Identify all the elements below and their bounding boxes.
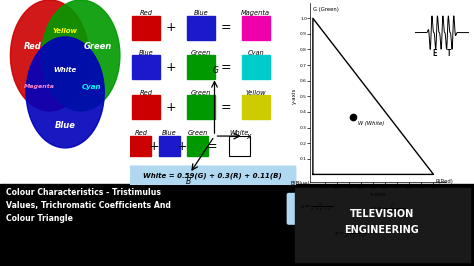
Text: E  T: E T (433, 49, 451, 58)
FancyBboxPatch shape (321, 219, 381, 251)
FancyBboxPatch shape (359, 193, 419, 225)
Bar (187, 56, 215, 80)
Circle shape (26, 37, 104, 148)
Text: $z=\frac{z^{\prime}}{x^{\prime}+y^{\prime}+z^{\prime}}$: $z=\frac{z^{\prime}}{x^{\prime}+y^{\prim… (335, 229, 367, 242)
Bar (242, 56, 270, 80)
Text: White = 0.59(G) + 0.3(R) + 0.11(B): White = 0.59(G) + 0.3(R) + 0.11(B) (143, 172, 282, 179)
Text: +: + (166, 21, 177, 34)
Text: +: + (166, 61, 177, 74)
FancyBboxPatch shape (128, 165, 296, 186)
Bar (132, 16, 161, 40)
Text: $y=\frac{y^{\prime}}{x^{\prime}+y^{\prime}+z^{\prime}}$: $y=\frac{y^{\prime}}{x^{\prime}+y^{\prim… (372, 202, 405, 216)
X-axis label: x-axis: x-axis (370, 192, 386, 197)
Bar (229, 136, 250, 156)
Bar (187, 95, 215, 119)
Text: x-axis: x-axis (371, 184, 388, 189)
Text: =: = (221, 21, 231, 34)
Text: Red: Red (134, 130, 147, 136)
Text: +: + (166, 101, 177, 114)
Text: Red: Red (140, 90, 153, 96)
Text: TELEVISION
ENGINEERING: TELEVISION ENGINEERING (345, 209, 419, 235)
Bar (0, 184, 474, 266)
Text: Blue: Blue (162, 130, 176, 136)
Text: Colour Characteristics - Tristimulus
Values, Trichromatic Coefficients And
Colou: Colour Characteristics - Tristimulus Val… (6, 188, 171, 223)
Text: B: B (185, 177, 191, 186)
Text: =: = (221, 61, 231, 74)
Bar (130, 136, 151, 156)
Bar (242, 95, 270, 119)
Circle shape (42, 0, 120, 111)
Text: Blue: Blue (139, 50, 154, 56)
Text: Blue: Blue (55, 121, 76, 130)
Text: Cyan: Cyan (82, 84, 101, 90)
Text: x: x (246, 132, 251, 140)
Bar (159, 136, 180, 156)
Text: Blue: Blue (194, 10, 209, 16)
Text: +: + (177, 140, 188, 152)
Bar (132, 95, 161, 119)
Text: Yellow: Yellow (246, 90, 266, 96)
Text: Green: Green (83, 42, 112, 51)
Text: =: = (221, 101, 231, 114)
Text: =: = (207, 140, 217, 152)
Text: G (Green): G (Green) (313, 7, 339, 12)
Text: Green: Green (191, 90, 211, 96)
Text: Magenta: Magenta (241, 10, 270, 16)
Bar (295, 188, 470, 262)
FancyBboxPatch shape (287, 193, 346, 225)
Text: G: G (212, 66, 218, 75)
Text: Green: Green (191, 50, 211, 56)
Text: $x=\frac{x^{\prime}}{x^{\prime}+y^{\prime}+z^{\prime}}$: $x=\frac{x^{\prime}}{x^{\prime}+y^{\prim… (300, 202, 333, 215)
Text: Magenta: Magenta (24, 84, 55, 89)
Text: Yellow: Yellow (53, 28, 78, 34)
Text: W (White): W (White) (357, 121, 384, 126)
Bar (187, 16, 215, 40)
Text: B(Blue): B(Blue) (291, 181, 310, 186)
Text: Green: Green (187, 130, 208, 136)
Text: +: + (149, 140, 159, 152)
Bar (187, 136, 208, 156)
Bar (242, 16, 270, 40)
Bar (229, 136, 250, 156)
Bar (132, 56, 161, 80)
Circle shape (10, 0, 89, 111)
Text: Red: Red (140, 10, 153, 16)
Text: White: White (230, 130, 249, 136)
Text: Red: Red (24, 42, 41, 51)
Text: White: White (54, 67, 77, 73)
Text: Cyan: Cyan (247, 50, 264, 56)
Text: R(Red): R(Red) (436, 179, 454, 184)
Text: y-axis: y-axis (292, 88, 297, 105)
